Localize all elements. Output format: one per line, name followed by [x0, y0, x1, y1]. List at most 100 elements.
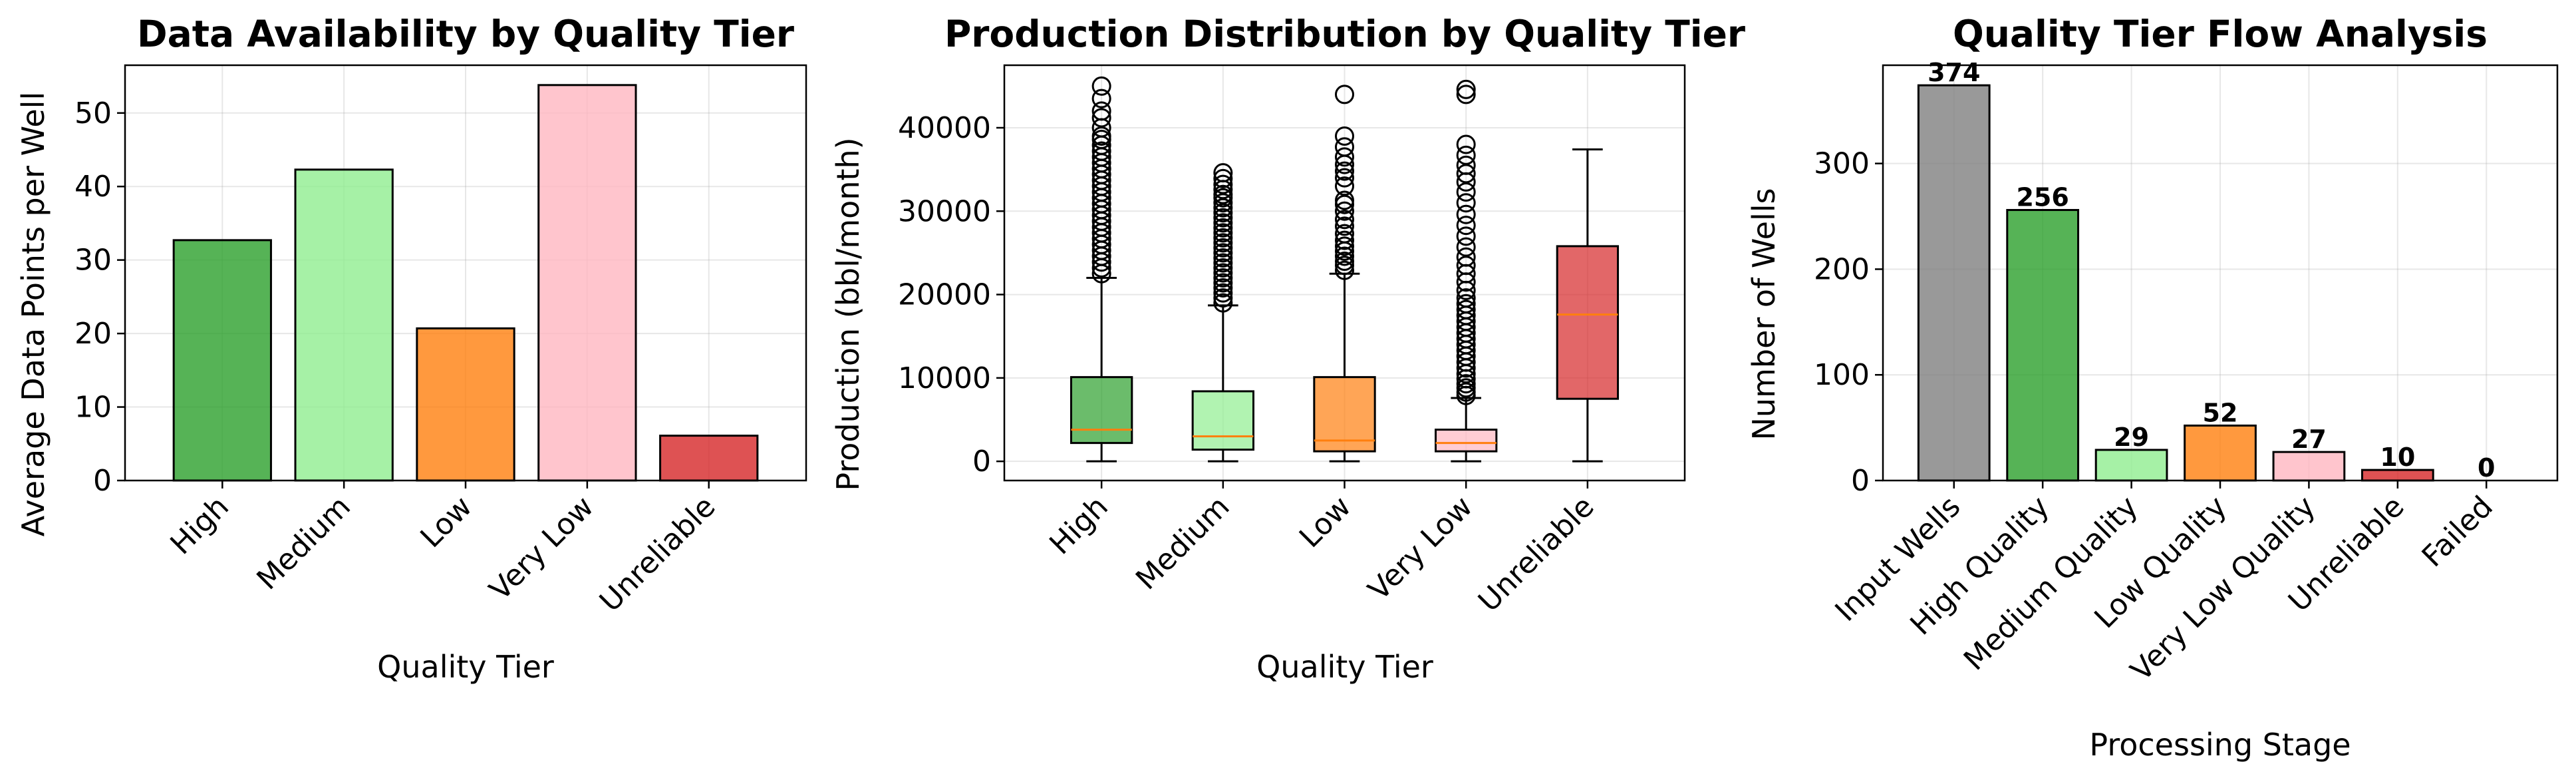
x-tick-label: Low — [1293, 490, 1358, 554]
data-label: 374 — [1928, 58, 1980, 87]
outlier-point — [1335, 260, 1354, 280]
bar — [2272, 451, 2346, 482]
outlier-point — [1213, 273, 1233, 293]
outlier-point — [1456, 226, 1476, 246]
y-tick-label: 30000 — [898, 194, 991, 228]
outlier-point — [1456, 374, 1476, 394]
bar — [2094, 449, 2168, 482]
y-tick-label: 0 — [1851, 464, 1870, 498]
outlier-point — [1335, 224, 1354, 244]
y-tick-label: 20 — [74, 317, 112, 351]
outlier-point — [1213, 208, 1233, 228]
y-tick-label: 40 — [74, 170, 112, 204]
bar — [2184, 424, 2257, 482]
outlier-point — [1456, 237, 1476, 257]
plot-frame — [1003, 64, 1686, 482]
y-tick-label: 100 — [1814, 358, 1870, 392]
box — [1191, 390, 1254, 451]
x-axis-label: Processing Stage — [2089, 727, 2351, 763]
outlier-point — [1456, 288, 1476, 308]
x-tick-label: High — [1043, 490, 1115, 562]
outlier-point — [1335, 176, 1354, 196]
chart-title: Data Availability by Quality Tier — [137, 13, 794, 55]
outlier-point — [1213, 233, 1233, 253]
outlier-point — [1213, 163, 1233, 183]
outlier-point — [1213, 228, 1233, 248]
x-tick-label: Failed — [2416, 490, 2500, 574]
y-tick-label: 0 — [972, 445, 991, 479]
box — [1070, 376, 1133, 445]
data-label: 10 — [2380, 443, 2415, 472]
outlier-point — [1456, 155, 1476, 175]
outlier-point — [1456, 293, 1476, 313]
outlier-point — [1213, 168, 1233, 188]
box — [1435, 429, 1498, 453]
outlier-point — [1335, 161, 1354, 181]
data-label: 256 — [2016, 183, 2069, 212]
outlier-point — [1213, 258, 1233, 278]
outlier-point — [1335, 216, 1354, 236]
outlier-point — [1456, 256, 1476, 276]
chart-title: Quality Tier Flow Analysis — [1953, 13, 2488, 55]
outlier-point — [1335, 251, 1354, 271]
flow-analysis-chart: Quality Tier Flow Analysis Processing St… — [1746, 13, 2559, 763]
outlier-point — [1213, 198, 1233, 218]
outlier-point — [1213, 248, 1233, 268]
x-tick-label: High — [164, 490, 235, 562]
production-boxplot: Production Distribution by Quality Tier … — [830, 13, 1745, 685]
bar — [659, 435, 759, 482]
x-tick-label: Very Low — [1362, 490, 1479, 607]
y-tick-label: 50 — [74, 97, 112, 130]
outlier-point — [1335, 230, 1354, 250]
x-tick-label: Low — [414, 490, 478, 554]
data-label: 0 — [2478, 453, 2495, 483]
y-axis-label: Average Data Points per Well — [15, 92, 51, 536]
x-tick-label: Very Low — [483, 490, 600, 607]
plot-frame — [1882, 64, 2559, 482]
outlier-point — [1335, 147, 1354, 167]
outlier-point — [1456, 134, 1476, 154]
outlier-point — [1213, 288, 1233, 308]
outlier-point — [1213, 203, 1233, 223]
y-tick-label: 200 — [1814, 252, 1870, 286]
chart-title: Production Distribution by Quality Tier — [944, 13, 1745, 55]
x-tick-label: Unreliable — [593, 490, 722, 619]
outlier-point — [1213, 243, 1233, 263]
outlier-point — [1213, 263, 1233, 283]
y-tick-label: 10 — [74, 391, 112, 425]
outlier-point — [1456, 216, 1476, 236]
x-tick-label: Unreliable — [1472, 490, 1601, 619]
outlier-point — [1335, 137, 1354, 157]
outlier-point — [1335, 210, 1354, 230]
outlier-point — [1335, 236, 1354, 256]
outlier-point — [1213, 218, 1233, 238]
bar — [537, 84, 637, 482]
box — [1556, 245, 1620, 400]
outlier-point — [1456, 85, 1476, 104]
outlier-point — [1456, 145, 1476, 165]
outlier-point — [1091, 126, 1111, 146]
outlier-point — [1213, 184, 1233, 204]
outlier-point — [1335, 85, 1354, 104]
data-label: 52 — [2203, 398, 2238, 427]
outlier-point — [1213, 238, 1233, 258]
outlier-point — [1091, 108, 1111, 128]
outlier-point — [1456, 299, 1476, 319]
bar — [172, 239, 272, 482]
outlier-point — [1213, 213, 1233, 233]
outlier-point — [1091, 101, 1111, 121]
outlier-point — [1213, 278, 1233, 298]
outlier-point — [1456, 204, 1476, 224]
y-tick-label: 0 — [93, 464, 112, 498]
outlier-point — [1213, 253, 1233, 273]
y-tick-label: 40000 — [898, 111, 991, 145]
outlier-point — [1213, 223, 1233, 243]
outlier-point — [1335, 168, 1354, 188]
y-tick-label: 10000 — [898, 361, 991, 395]
box — [1313, 376, 1376, 453]
y-axis-label: Number of Wells — [1746, 188, 1782, 441]
data-label: 27 — [2291, 425, 2327, 454]
outlier-point — [1091, 141, 1111, 161]
outlier-point — [1091, 76, 1111, 96]
